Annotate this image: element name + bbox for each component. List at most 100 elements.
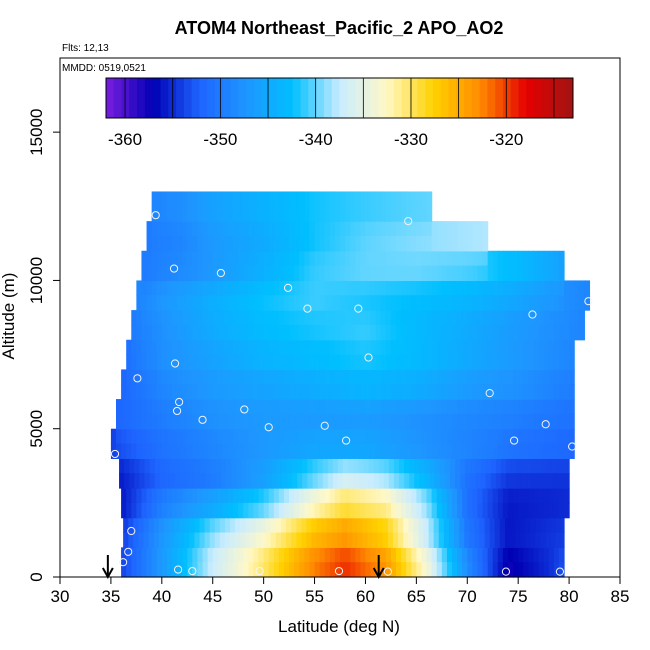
heatmap-cell — [294, 250, 300, 267]
heatmap-cell — [467, 502, 473, 519]
heatmap-cell — [309, 399, 316, 415]
heatmap-cell — [502, 354, 509, 370]
heatmap-cell — [161, 221, 168, 237]
heatmap-cell — [309, 413, 316, 430]
heatmap-cell — [433, 532, 440, 548]
heatmap-cell — [518, 265, 524, 282]
heatmap-cell — [564, 280, 570, 296]
heatmap-cell — [372, 517, 379, 534]
heatmap-cell — [533, 265, 540, 282]
heatmap-cell — [233, 324, 239, 341]
colorbar-swatch — [144, 78, 154, 118]
heatmap-cell — [528, 488, 535, 504]
heatmap-cell — [151, 562, 158, 578]
heatmap-cell — [416, 413, 423, 430]
heatmap-cell — [268, 562, 275, 578]
heatmap-cell — [455, 473, 461, 489]
heatmap-cell — [294, 354, 300, 370]
heatmap-cell — [513, 502, 519, 519]
heatmap-cell — [365, 384, 372, 400]
heatmap-cell — [528, 250, 535, 267]
heatmap-cell — [334, 250, 341, 267]
heatmap-cell — [446, 502, 453, 519]
heatmap-cell — [441, 413, 448, 430]
heatmap-cell — [304, 235, 311, 252]
heatmap-cell — [192, 235, 199, 252]
heatmap-cell — [222, 221, 229, 237]
heatmap-cell — [253, 295, 260, 311]
heatmap-cell — [141, 399, 148, 415]
heatmap-cell — [253, 324, 260, 341]
colorbar-swatch — [113, 78, 123, 118]
heatmap-cell — [182, 369, 188, 385]
heatmap-cell — [441, 384, 448, 400]
heatmap-cell — [548, 310, 555, 326]
heatmap-cell — [396, 369, 402, 385]
heatmap-cell — [406, 384, 412, 400]
heatmap-cell — [497, 310, 504, 326]
heatmap-cell — [146, 310, 153, 326]
heatmap-cell — [457, 428, 463, 445]
heatmap-cell — [538, 443, 545, 459]
heatmap-cell — [248, 324, 255, 341]
heatmap-cell — [558, 443, 565, 459]
heatmap-cell — [416, 399, 423, 415]
heatmap-cell — [416, 428, 423, 445]
heatmap-cell — [424, 458, 431, 474]
heatmap-cell — [523, 369, 529, 385]
heatmap-cell — [126, 413, 132, 430]
heatmap-cell — [263, 295, 270, 311]
colorbar-swatch — [176, 78, 185, 118]
heatmap-cell — [166, 235, 173, 252]
heatmap-cell — [574, 295, 580, 311]
heatmap-cell — [535, 532, 542, 548]
heatmap-cell — [136, 280, 143, 296]
heatmap-cell — [431, 399, 438, 415]
heatmap-cell — [393, 458, 400, 474]
heatmap-cell — [355, 488, 361, 504]
heatmap-cell — [166, 354, 173, 370]
heatmap-cell — [307, 458, 314, 474]
heatmap-cell — [518, 413, 524, 430]
heatmap-cell — [314, 191, 321, 207]
heatmap-cell — [353, 458, 359, 474]
heatmap-cell — [455, 458, 461, 474]
heatmap-cell — [131, 354, 137, 370]
heatmap-cell — [350, 221, 356, 237]
heatmap-cell — [231, 473, 237, 489]
heatmap-cell — [385, 310, 392, 326]
heatmap-cell — [340, 399, 346, 415]
heatmap-cell — [200, 458, 207, 474]
heatmap-cell — [258, 547, 265, 563]
heatmap-cell — [459, 517, 465, 534]
heatmap-cell — [396, 339, 402, 356]
heatmap-cell — [584, 280, 591, 296]
heatmap-cell — [370, 399, 377, 415]
heatmap-cell — [329, 443, 336, 459]
heatmap-cell — [319, 428, 326, 445]
heatmap-cell — [161, 235, 168, 252]
heatmap-cell — [248, 443, 255, 459]
heatmap-cell — [258, 413, 265, 430]
heatmap-cell — [484, 532, 491, 548]
heatmap-cell — [494, 517, 501, 534]
heatmap-cell — [472, 295, 479, 311]
heatmap-cell — [207, 221, 214, 237]
heatmap-cell — [334, 384, 341, 400]
heatmap-cell — [416, 339, 423, 356]
heatmap-cell — [487, 354, 494, 370]
heatmap-cell — [172, 488, 178, 504]
heatmap-cell — [194, 517, 201, 534]
heatmap-cell — [294, 206, 300, 222]
heatmap-cell — [416, 488, 423, 504]
heatmap-cell — [365, 339, 372, 356]
heatmap-cell — [375, 384, 382, 400]
heatmap-cell — [353, 473, 359, 489]
heatmap-cell — [278, 191, 285, 207]
heatmap-cell — [492, 250, 499, 267]
heatmap-cell — [460, 458, 466, 474]
heatmap-cell — [212, 235, 219, 252]
heatmap-cell — [228, 547, 234, 563]
heatmap-cell — [182, 488, 188, 504]
heatmap-cell — [564, 369, 570, 385]
